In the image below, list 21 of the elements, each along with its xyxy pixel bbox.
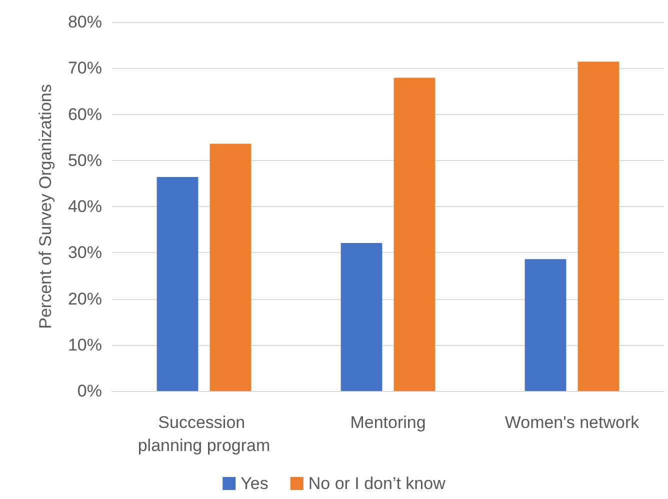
y-tick-label: 80%	[68, 12, 102, 32]
y-tick-label: 60%	[68, 104, 102, 124]
y-tick-label: 50%	[68, 150, 102, 170]
bar	[156, 176, 198, 391]
bar	[210, 144, 252, 391]
bar	[578, 62, 620, 391]
y-tick-label: 20%	[68, 289, 102, 308]
y-tick-label: 40%	[68, 197, 102, 216]
y-tick-label: 10%	[68, 335, 102, 354]
y-tick-label: 30%	[68, 243, 102, 262]
bar	[524, 259, 566, 391]
legend-label: Yes	[240, 474, 268, 493]
legend-label: No or I don’t know	[308, 474, 446, 493]
y-axis-title: Percent of Survey Organizations	[36, 84, 55, 329]
y-tick-label: 0%	[77, 382, 102, 400]
y-tick-label: 70%	[68, 58, 102, 78]
x-tick-label: Succession planning program	[138, 413, 270, 455]
bar	[394, 78, 436, 391]
x-tick-label: Mentoring	[350, 413, 426, 432]
bar	[340, 242, 382, 391]
x-tick-label: Women's network	[504, 413, 640, 432]
